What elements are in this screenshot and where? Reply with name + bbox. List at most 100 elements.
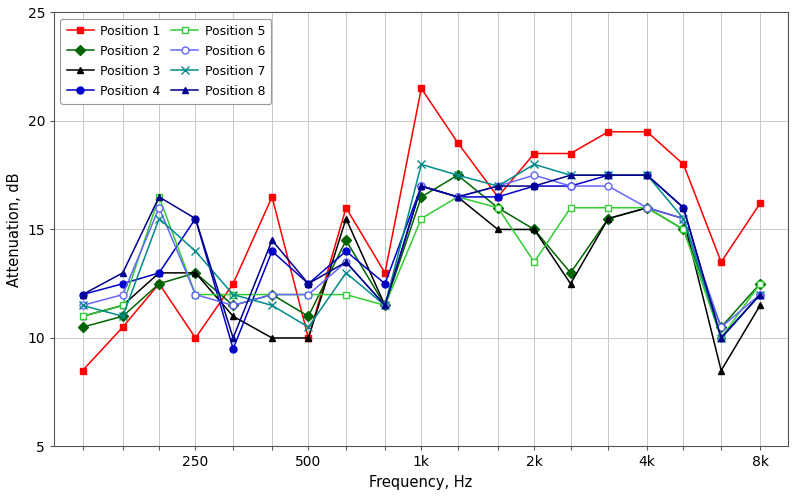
- Position 8: [529, 183, 539, 189]
- Position 4: [679, 205, 688, 211]
- Position 8: [566, 172, 576, 178]
- Position 6: [304, 292, 313, 298]
- Position 2: [341, 238, 351, 244]
- Position 2: [304, 313, 313, 319]
- Line: Position 3: Position 3: [79, 182, 763, 374]
- Position 6: [228, 303, 238, 309]
- Position 6: [566, 183, 576, 189]
- Position 5: [529, 259, 539, 265]
- Position 7: [154, 216, 164, 222]
- Position 6: [341, 259, 351, 265]
- Position 8: [380, 303, 390, 309]
- Position 7: [78, 303, 87, 309]
- Position 8: [603, 172, 613, 178]
- Position 4: [603, 172, 613, 178]
- Position 2: [417, 194, 426, 200]
- Position 6: [453, 194, 463, 200]
- Position 6: [78, 303, 87, 309]
- Position 8: [191, 216, 200, 222]
- Position 6: [716, 324, 726, 330]
- Position 1: [191, 335, 200, 341]
- Position 2: [228, 303, 238, 309]
- Position 8: [716, 335, 726, 341]
- Line: Position 2: Position 2: [79, 172, 763, 331]
- Position 5: [341, 292, 351, 298]
- Position 3: [529, 227, 539, 233]
- Position 3: [267, 335, 277, 341]
- Position 1: [154, 281, 164, 287]
- Position 7: [267, 303, 277, 309]
- Position 3: [642, 205, 652, 211]
- Position 4: [228, 346, 238, 352]
- Position 4: [78, 292, 87, 298]
- Position 5: [716, 335, 726, 341]
- Position 4: [154, 270, 164, 276]
- Position 7: [228, 292, 238, 298]
- Position 3: [679, 216, 688, 222]
- Position 1: [716, 259, 726, 265]
- Line: Position 4: Position 4: [79, 172, 763, 352]
- Position 5: [603, 205, 613, 211]
- Position 6: [603, 183, 613, 189]
- Position 3: [417, 183, 426, 189]
- Position 3: [118, 303, 127, 309]
- Position 8: [755, 292, 765, 298]
- Line: Position 6: Position 6: [79, 172, 763, 331]
- Position 8: [304, 281, 313, 287]
- Position 3: [154, 270, 164, 276]
- Position 4: [267, 248, 277, 254]
- Position 2: [603, 216, 613, 222]
- Position 7: [191, 248, 200, 254]
- Position 7: [603, 172, 613, 178]
- Position 4: [453, 194, 463, 200]
- Position 3: [603, 216, 613, 222]
- Position 3: [341, 216, 351, 222]
- Position 1: [78, 368, 87, 374]
- Position 7: [566, 172, 576, 178]
- Position 7: [755, 292, 765, 298]
- Position 6: [417, 183, 426, 189]
- Position 1: [755, 200, 765, 206]
- Position 5: [154, 194, 164, 200]
- Position 6: [755, 292, 765, 298]
- Position 4: [716, 335, 726, 341]
- Position 6: [267, 292, 277, 298]
- Position 3: [755, 303, 765, 309]
- Position 8: [493, 183, 502, 189]
- Position 7: [453, 172, 463, 178]
- Position 3: [716, 368, 726, 374]
- Line: Position 7: Position 7: [79, 160, 764, 342]
- Position 6: [642, 205, 652, 211]
- Position 4: [493, 194, 502, 200]
- Position 6: [191, 292, 200, 298]
- Position 6: [679, 216, 688, 222]
- Position 7: [380, 303, 390, 309]
- Position 4: [529, 183, 539, 189]
- Position 8: [267, 238, 277, 244]
- Position 1: [642, 129, 652, 135]
- Position 1: [453, 140, 463, 146]
- Position 6: [118, 292, 127, 298]
- Position 4: [566, 183, 576, 189]
- Position 1: [493, 194, 502, 200]
- Position 6: [380, 303, 390, 309]
- Position 4: [191, 216, 200, 222]
- Position 1: [118, 324, 127, 330]
- Position 1: [603, 129, 613, 135]
- Position 2: [755, 281, 765, 287]
- Position 1: [566, 151, 576, 157]
- Position 7: [529, 162, 539, 167]
- Position 8: [228, 335, 238, 341]
- Position 5: [228, 292, 238, 298]
- Position 7: [716, 335, 726, 341]
- Position 8: [78, 292, 87, 298]
- Position 7: [118, 313, 127, 319]
- Position 5: [191, 292, 200, 298]
- Position 3: [380, 303, 390, 309]
- Position 4: [642, 172, 652, 178]
- Position 3: [304, 335, 313, 341]
- X-axis label: Frequency, Hz: Frequency, Hz: [370, 475, 473, 490]
- Position 1: [380, 270, 390, 276]
- Position 2: [493, 205, 502, 211]
- Position 2: [191, 270, 200, 276]
